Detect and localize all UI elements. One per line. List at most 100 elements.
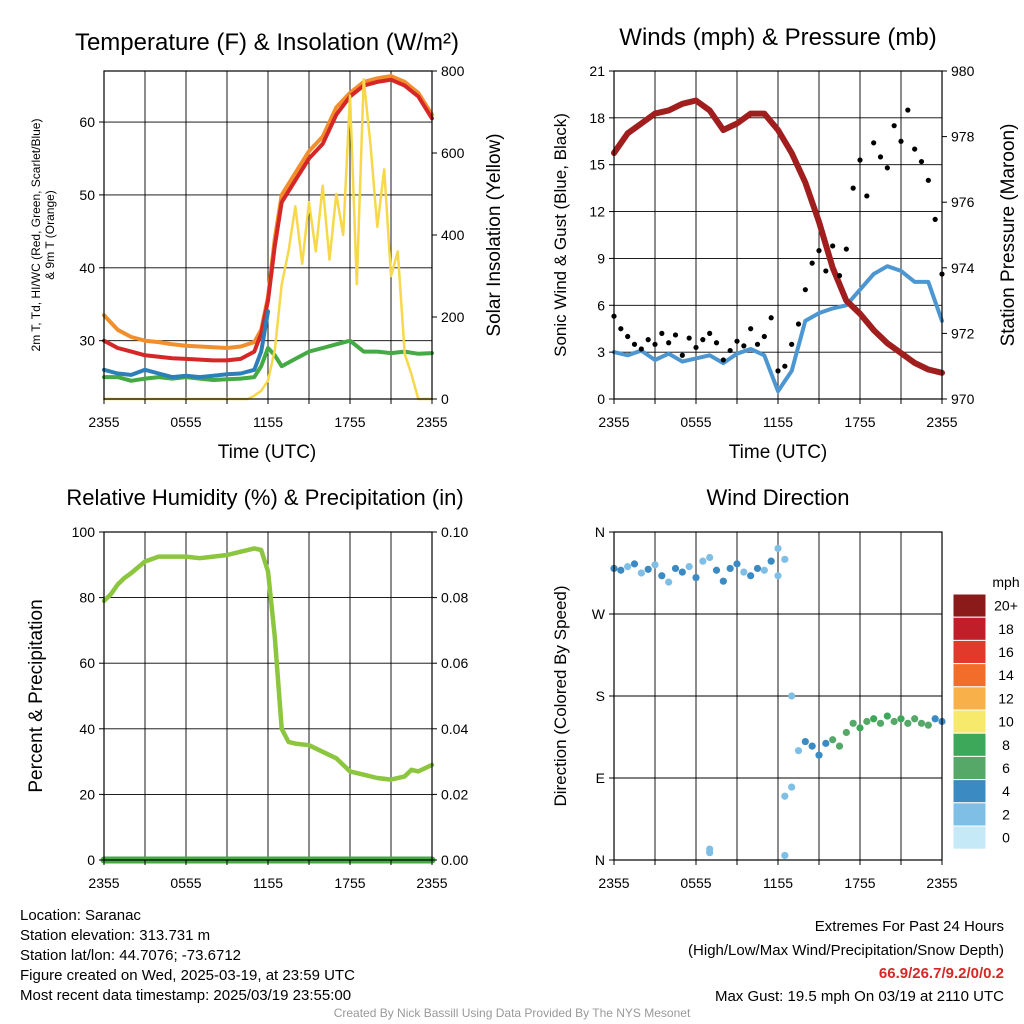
x-tick-label: 1155 xyxy=(253,875,283,891)
gust-point xyxy=(754,341,761,347)
speed-legend: 20+ 18 16 14 12 10 8 6 4 2 0 xyxy=(952,593,1018,850)
direction-point xyxy=(856,724,864,732)
gust-point xyxy=(713,340,720,346)
humidity-ylabel-left: Percent & Precipitation xyxy=(26,599,47,792)
direction-point xyxy=(624,563,632,571)
gust-point xyxy=(789,341,795,347)
legend-label: 18 xyxy=(998,621,1014,637)
direction-point xyxy=(733,560,741,568)
gust-point xyxy=(816,248,822,254)
series-2m-t xyxy=(102,77,434,363)
legend-label: 8 xyxy=(1002,737,1010,753)
legend-swatch xyxy=(952,825,987,850)
direction-point xyxy=(685,563,693,571)
legend-swatch xyxy=(952,755,987,781)
gust-point xyxy=(925,177,931,183)
temperature-ylabel-left-2: & 9m T (Orange) xyxy=(43,190,57,280)
y-left-tick-label: 100 xyxy=(72,524,96,540)
direction-point xyxy=(781,555,789,563)
gust-point xyxy=(836,273,843,279)
series-relative-humidity xyxy=(101,546,435,782)
temperature-ylabel-right: Solar Insolation (Yellow) xyxy=(484,133,505,336)
y-left-tick-label: 6 xyxy=(597,297,605,313)
winds-ylabel-left: Sonic Wind & Gust (Blue, Black) xyxy=(551,113,570,357)
direction-point xyxy=(829,736,837,744)
gust-point xyxy=(850,185,856,191)
gust-point xyxy=(830,243,836,249)
credit-line: Created By Nick Bassill Using Data Provi… xyxy=(333,1006,691,1020)
footer-location: Location: Saranac xyxy=(20,907,141,924)
gust-point xyxy=(748,326,754,332)
y-right-tick-label: 972 xyxy=(951,325,975,341)
direction-point xyxy=(726,564,734,573)
direction-point xyxy=(760,566,768,574)
x-tick-label: 0555 xyxy=(680,414,711,430)
legend-label: 6 xyxy=(1002,760,1010,776)
direction-point xyxy=(767,557,775,565)
gust-point xyxy=(884,165,890,171)
gust-point xyxy=(720,357,726,363)
legend-title: mph xyxy=(992,574,1019,590)
y-left-tick-label: 80 xyxy=(79,590,95,606)
winds-title: Winds (mph) & Pressure (mb) xyxy=(619,24,936,51)
gust-point xyxy=(625,333,631,340)
y-left-tick-label: 18 xyxy=(589,110,605,126)
direction-point xyxy=(870,715,878,723)
direction-point xyxy=(890,717,898,726)
winds-series xyxy=(611,97,945,394)
gust-point xyxy=(679,352,685,358)
x-tick-label: 2355 xyxy=(416,414,447,430)
series-td xyxy=(102,338,434,383)
y-right-tick-label: 0.04 xyxy=(441,721,468,737)
direction-point xyxy=(842,728,850,737)
y-left-tick-label: 40 xyxy=(79,260,95,276)
y-right-tick-label: 978 xyxy=(951,129,975,145)
gust-point xyxy=(809,260,815,266)
direction-point xyxy=(835,742,844,750)
direction-point xyxy=(781,792,789,800)
gust-point xyxy=(631,341,638,347)
y-left-tick-label: 21 xyxy=(589,63,605,79)
x-tick-label: 1755 xyxy=(334,414,365,430)
y-left-tick-label: 30 xyxy=(79,333,95,349)
gust-point xyxy=(857,157,863,163)
legend-swatch xyxy=(952,732,987,757)
legend-swatch xyxy=(952,616,987,641)
y-left-tick-label: 40 xyxy=(79,721,95,737)
x-tick-label: 2355 xyxy=(926,875,957,891)
legend-label: 4 xyxy=(1002,783,1010,799)
gust-point xyxy=(659,330,665,336)
direction-grid xyxy=(613,531,943,861)
gust-point xyxy=(618,326,624,332)
winds-ylabel-right: Station Pressure (Maroon) xyxy=(998,124,1019,347)
y-right-tick-label: 0.10 xyxy=(441,524,468,540)
direction-series xyxy=(610,544,946,860)
direction-point xyxy=(808,742,816,750)
y-left-tick-label: 20 xyxy=(79,786,95,802)
gust-point xyxy=(741,343,747,349)
gust-point xyxy=(877,154,884,160)
direction-point xyxy=(863,717,871,726)
legend-label: 14 xyxy=(998,667,1014,683)
direction-point xyxy=(706,845,714,853)
x-tick-label: 1755 xyxy=(334,875,365,891)
series-hi-wc xyxy=(102,309,270,380)
gust-point xyxy=(823,268,829,274)
humidity-ticks: 2355 0555 1155 1755 2355 0 20 40 60 80 100 0.00 0.02… xyxy=(72,524,469,891)
series-solar-insolation xyxy=(102,77,434,401)
y-right-tick-label: 800 xyxy=(441,63,465,79)
y-left-tick-label: 3 xyxy=(597,344,605,360)
direction-point xyxy=(644,565,652,573)
humidity-title: Relative Humidity (%) & Precipitation (i… xyxy=(66,485,463,510)
series-station-pressure xyxy=(611,97,945,376)
footer-elevation: Station elevation: 313.731 m xyxy=(20,927,211,944)
x-tick-label: 1755 xyxy=(844,875,875,891)
gust-point xyxy=(672,332,679,338)
direction-ylabel-left: Direction (Colored By Speed) xyxy=(551,585,570,806)
direction-point xyxy=(753,564,762,573)
footer-created: Figure created on Wed, 2025-03-19, at 23… xyxy=(20,967,355,984)
legend-swatch xyxy=(952,639,987,665)
x-tick-label: 2355 xyxy=(598,875,629,891)
gust-point xyxy=(891,123,897,129)
direction-ticks: 2355 0555 1155 1755 2355 N E S W N xyxy=(592,524,958,891)
